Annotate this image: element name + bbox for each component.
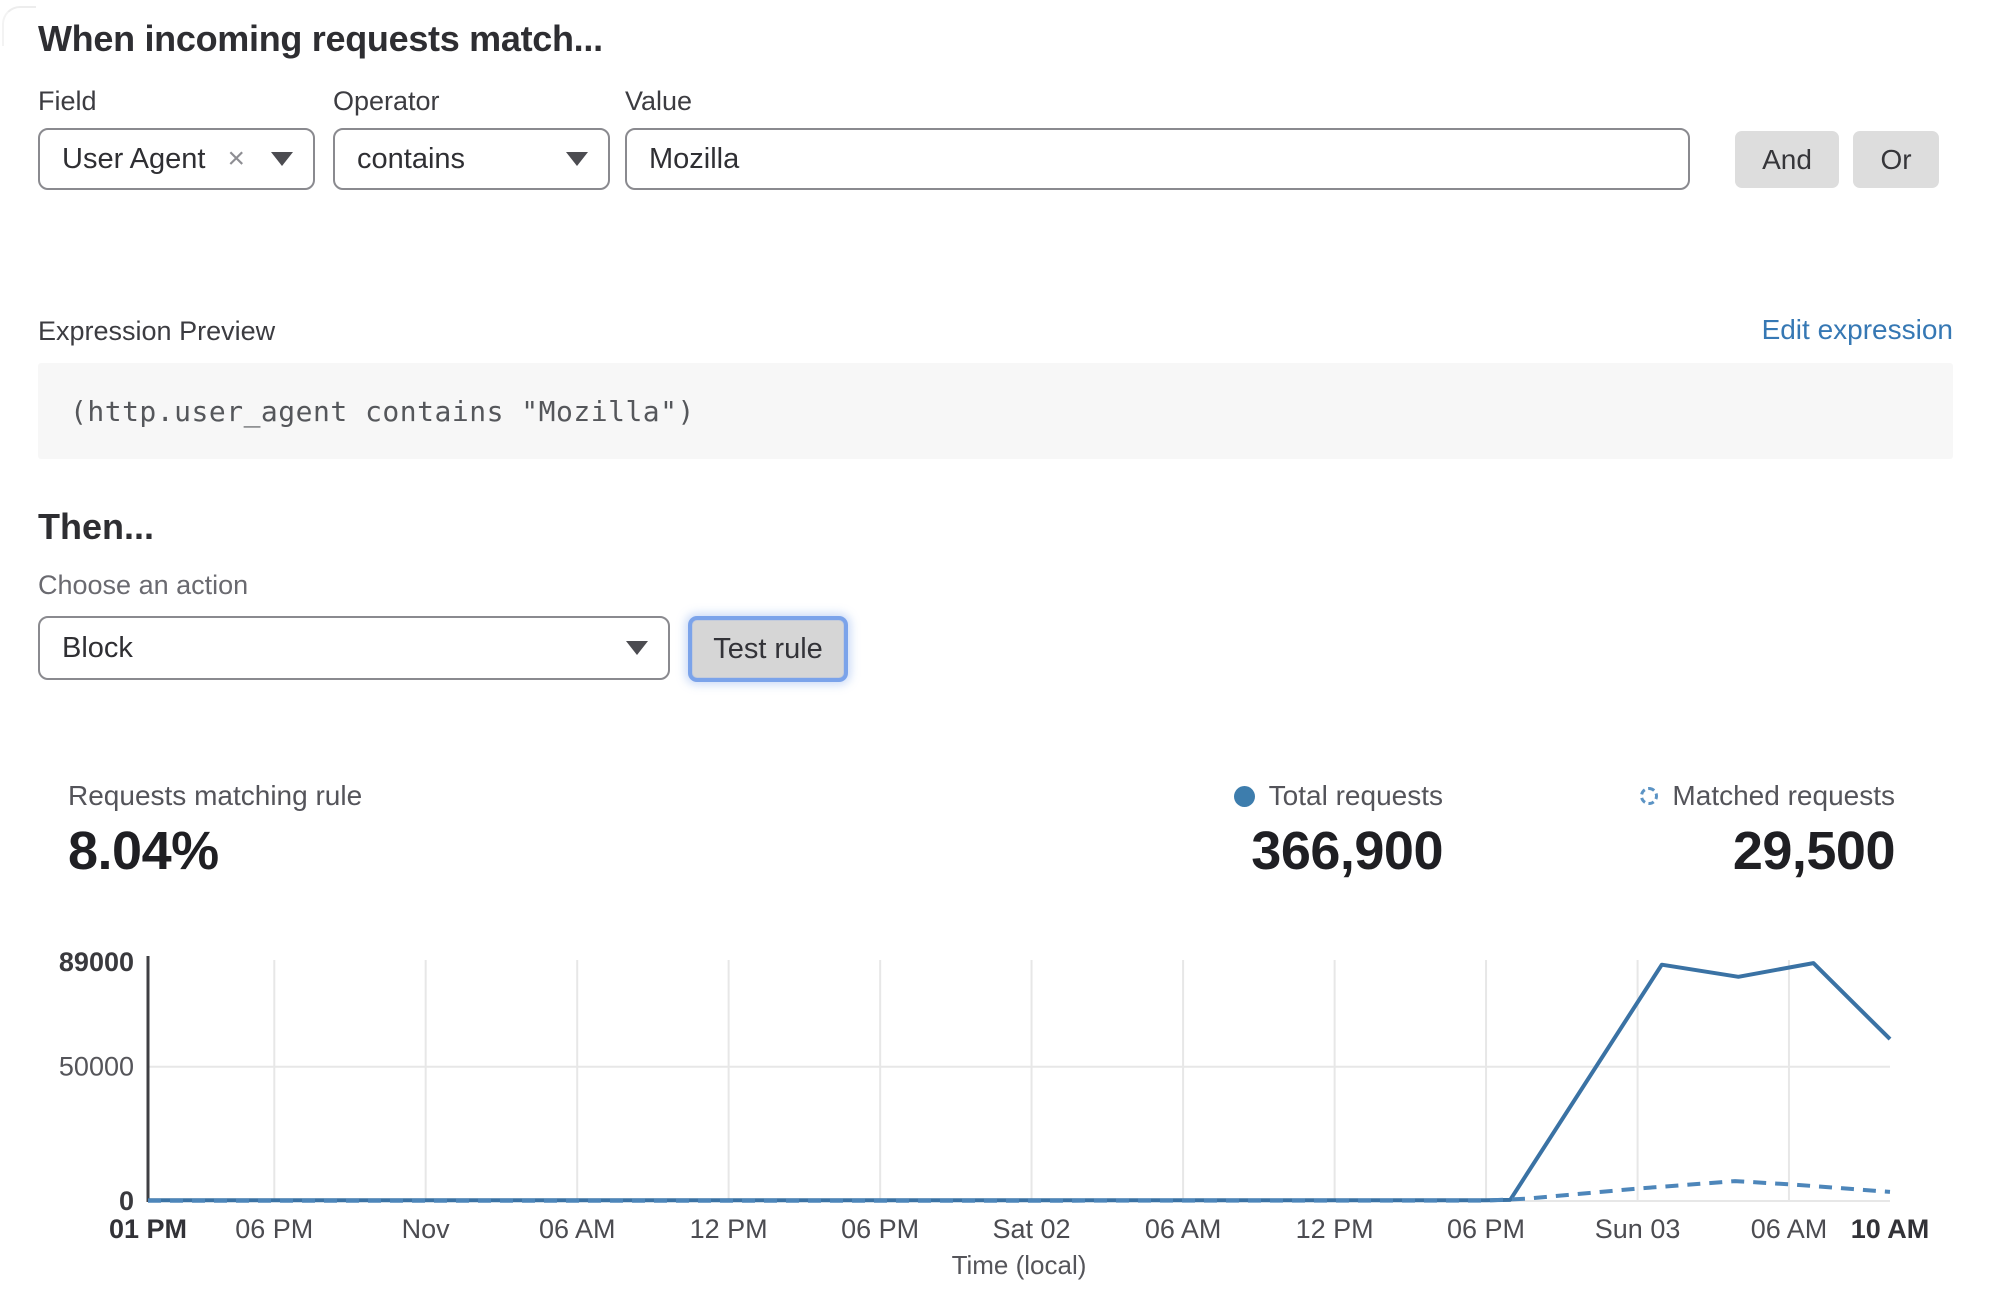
svg-text:50000: 50000 xyxy=(59,1052,134,1082)
field-select[interactable]: User Agent × xyxy=(38,128,315,190)
total-requests-stat: Total requests 366,900 xyxy=(1233,780,1444,882)
value-input[interactable] xyxy=(625,128,1690,190)
svg-text:06 PM: 06 PM xyxy=(235,1214,313,1244)
page-title: When incoming requests match... xyxy=(38,18,603,59)
action-select-value: Block xyxy=(62,631,133,664)
matched-requests-legend-circle-icon xyxy=(1640,787,1659,805)
matched-requests-stat: Matched requests 29,500 xyxy=(1640,780,1895,882)
operator-label: Operator xyxy=(333,86,440,116)
test-rule-button[interactable]: Test rule xyxy=(692,620,844,678)
svg-text:06 AM: 06 AM xyxy=(1751,1214,1828,1244)
total-requests-legend-dot-icon xyxy=(1233,785,1255,807)
svg-text:06 AM: 06 AM xyxy=(539,1214,616,1244)
operator-select[interactable]: contains xyxy=(333,128,610,190)
matched-requests-label: Matched requests xyxy=(1672,780,1895,811)
svg-text:Sun 03: Sun 03 xyxy=(1595,1214,1681,1244)
svg-text:10 AM: 10 AM xyxy=(1851,1214,1930,1244)
svg-text:06 PM: 06 PM xyxy=(841,1214,919,1244)
expression-preview-label: Expression Preview xyxy=(38,316,276,346)
total-requests-label: Total requests xyxy=(1268,780,1443,811)
choose-action-label: Choose an action xyxy=(38,570,249,600)
svg-text:06 PM: 06 PM xyxy=(1447,1214,1525,1244)
action-select[interactable]: Block xyxy=(38,616,670,680)
requests-time-chart: 0 50000 89000 01 PM 06 PM Nov 06 AM 12 PM 06 PM S… xyxy=(0,938,1999,1295)
matched-requests-value: 29,500 xyxy=(1732,821,1896,881)
svg-text:89000: 89000 xyxy=(59,947,134,977)
svg-text:12 PM: 12 PM xyxy=(690,1214,768,1244)
svg-text:Time (local): Time (local) xyxy=(952,1250,1087,1280)
chevron-down-icon[interactable] xyxy=(271,152,293,166)
then-heading: Then... xyxy=(38,506,154,547)
card-corner-border xyxy=(2,6,36,46)
field-label: Field xyxy=(38,86,97,116)
svg-text:01 PM: 01 PM xyxy=(109,1214,187,1244)
svg-text:12 PM: 12 PM xyxy=(1296,1214,1374,1244)
svg-text:Sat 02: Sat 02 xyxy=(993,1214,1071,1244)
and-button[interactable]: And xyxy=(1735,131,1839,188)
requests-matching-label: Requests matching rule xyxy=(68,780,363,811)
field-select-value: User Agent xyxy=(62,142,206,175)
chevron-down-icon[interactable] xyxy=(626,641,648,655)
chevron-down-icon[interactable] xyxy=(566,152,588,166)
edit-expression-link[interactable]: Edit expression xyxy=(1761,314,1953,345)
requests-matching-value: 8.04% xyxy=(68,821,219,881)
requests-matching-stat: Requests matching rule 8.04% xyxy=(68,780,362,882)
expression-code: (http.user_agent contains "Mozilla") xyxy=(70,394,695,428)
svg-text:06 AM: 06 AM xyxy=(1145,1214,1222,1244)
operator-select-value: contains xyxy=(357,142,466,175)
line-chart-svg: 0 50000 89000 01 PM 06 PM Nov 06 AM 12 PM 06 PM S… xyxy=(59,947,1930,1280)
clear-field-icon[interactable]: × xyxy=(227,142,245,175)
value-label: Value xyxy=(625,86,693,116)
svg-text:Nov: Nov xyxy=(402,1214,451,1244)
expression-preview-box: (http.user_agent contains "Mozilla") xyxy=(38,363,1953,459)
total-requests-value: 366,900 xyxy=(1251,821,1443,881)
or-button[interactable]: Or xyxy=(1853,131,1939,188)
svg-text:0: 0 xyxy=(119,1186,134,1216)
